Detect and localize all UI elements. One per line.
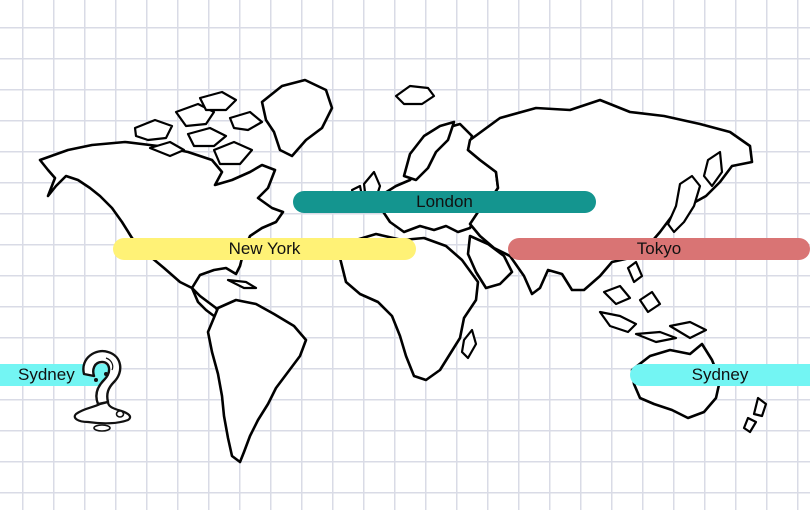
africa-outline xyxy=(338,232,480,382)
japan-outline xyxy=(666,174,702,234)
timezone-label-sydney-left: Sydney xyxy=(18,365,75,384)
north-america-outline xyxy=(38,140,285,290)
new-zealand-outline xyxy=(752,396,768,418)
timezone-label-tokyo: Tokyo xyxy=(636,239,682,258)
question-mark-character-icon xyxy=(73,349,132,432)
arctic-islands xyxy=(133,118,174,142)
greenland-outline xyxy=(260,78,334,158)
iceland-outline xyxy=(394,84,436,106)
timezone-band-sydney-right: Sydney xyxy=(630,364,810,386)
arabia-outline xyxy=(466,234,514,290)
timezone-label-london: London xyxy=(416,192,473,211)
madagascar-outline xyxy=(460,328,478,360)
timezone-band-new-york: New York xyxy=(113,238,416,260)
south-america-outline xyxy=(206,298,308,464)
timezone-band-london: London xyxy=(293,191,596,213)
timezone-label-new-york: New York xyxy=(228,239,301,258)
scandinavia-outline xyxy=(402,120,456,182)
timezone-band-tokyo: Tokyo xyxy=(508,238,810,260)
timezone-label-sydney-right: Sydney xyxy=(691,365,749,384)
